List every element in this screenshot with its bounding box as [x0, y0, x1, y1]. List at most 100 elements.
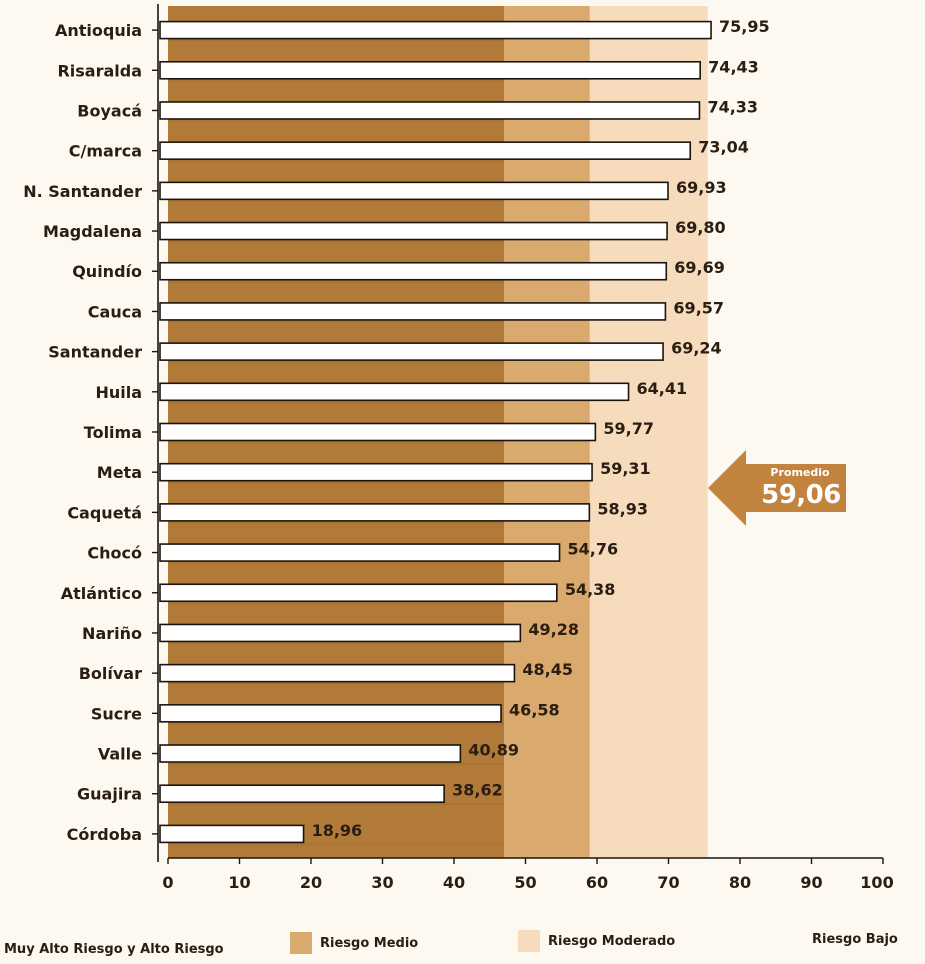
labels-group: Antioquia 75,95 Risaralda 74,43 Boyacá 74,33 C… — [23, 17, 893, 892]
band-row-stripe — [168, 119, 505, 122]
band-row-stripe — [168, 481, 505, 484]
value-label: 59,77 — [603, 419, 654, 438]
axes-group — [152, 4, 884, 864]
bar — [159, 101, 701, 120]
x-tick-label: 0 — [162, 873, 173, 892]
bar — [159, 543, 561, 562]
legend-label: Riesgo Medio — [320, 935, 419, 951]
band-row-stripe — [168, 240, 505, 243]
band-row-stripe — [168, 642, 505, 645]
bar — [159, 141, 692, 160]
value-label: 54,76 — [568, 540, 619, 559]
value-label: 38,62 — [452, 781, 503, 800]
category-label: Atlántico — [61, 584, 142, 603]
band-row-stripe — [168, 39, 505, 42]
category-label: Quindío — [72, 262, 142, 281]
value-label: 69,93 — [676, 178, 727, 197]
bar — [159, 221, 668, 241]
category-label: Sucre — [91, 704, 142, 723]
bar — [159, 623, 522, 643]
value-label: 74,43 — [708, 57, 759, 76]
bar — [159, 60, 701, 80]
category-label: Caquetá — [67, 503, 142, 522]
bar — [159, 181, 669, 201]
category-label: Risaralda — [57, 61, 142, 80]
value-label: 59,31 — [600, 459, 651, 478]
legend-item-riesgo-medio: Riesgo Medio — [290, 932, 418, 954]
value-label: 69,80 — [675, 218, 726, 237]
x-tick-label: 20 — [300, 873, 322, 892]
category-label: Magdalena — [43, 222, 142, 241]
bar — [159, 583, 558, 603]
band-row-stripe — [168, 160, 505, 163]
category-label: Valle — [98, 745, 142, 764]
bar — [159, 302, 667, 321]
band-row-stripe — [168, 79, 505, 82]
x-tick-label: 100 — [860, 873, 893, 892]
x-tick-label: 50 — [514, 873, 536, 892]
risk-band-riesgo-bajo — [707, 6, 883, 858]
bar-chart: Antioquia 75,95 Risaralda 74,43 Boyacá 74,33 C… — [23, 4, 894, 892]
bar — [159, 261, 668, 281]
band-row-stripe — [168, 682, 505, 685]
legend-label: Riesgo Bajo — [812, 932, 898, 947]
category-label: Cauca — [88, 302, 142, 321]
legend-item-riesgo-bajo: Riesgo Bajo — [812, 932, 898, 947]
bar — [159, 422, 597, 442]
category-label: Córdoba — [67, 825, 142, 844]
value-label: 69,24 — [671, 339, 722, 358]
value-label: 69,57 — [673, 298, 724, 317]
category-label: Guajira — [77, 785, 142, 804]
bar — [159, 704, 502, 723]
legend-label: Riesgo Moderado — [548, 933, 676, 949]
value-label: 74,33 — [707, 97, 758, 116]
value-label: 54,38 — [565, 580, 616, 599]
value-label: 49,28 — [528, 620, 579, 639]
band-row-stripe — [168, 521, 505, 524]
legend-item-riesgo-moderado: Riesgo Moderado — [518, 930, 675, 952]
average-title: Promedio — [770, 466, 830, 479]
x-tick-label: 90 — [800, 873, 822, 892]
value-label: 40,89 — [468, 741, 519, 760]
value-label: 64,41 — [637, 379, 688, 398]
callout-arrow-icon — [708, 450, 846, 526]
band-row-stripe — [168, 803, 505, 806]
band-row-stripe — [168, 280, 505, 283]
average-callout: Promedio 59,06 — [708, 450, 846, 526]
band-row-stripe — [168, 562, 505, 565]
category-label: N. Santander — [23, 182, 142, 201]
x-tick-label: 10 — [228, 873, 250, 892]
band-row-stripe — [168, 361, 505, 364]
category-label: Chocó — [87, 544, 142, 563]
band-row-stripe — [168, 763, 505, 766]
band-row-stripe — [168, 843, 505, 846]
x-tick-label: 30 — [371, 873, 393, 892]
bar — [159, 784, 445, 804]
band-row-stripe — [168, 441, 505, 444]
legend-label: Muy Alto Riesgo y Alto Riesgo — [4, 942, 224, 957]
average-value: 59,06 — [761, 480, 841, 510]
bar — [159, 824, 305, 844]
bar — [159, 462, 593, 482]
category-label: Bolívar — [79, 664, 142, 683]
value-label: 48,45 — [522, 660, 573, 679]
bar — [159, 663, 516, 683]
category-label: Tolima — [84, 423, 142, 442]
bars-group — [159, 20, 712, 844]
value-label: 18,96 — [312, 821, 363, 840]
category-label: C/marca — [69, 142, 142, 161]
legend-swatch — [290, 932, 312, 954]
x-tick-label: 60 — [586, 873, 608, 892]
legend: Muy Alto Riesgo y Alto Riesgo Riesgo Med… — [0, 928, 925, 964]
value-label: 73,04 — [698, 138, 749, 157]
band-row-stripe — [168, 320, 505, 323]
value-label: 69,69 — [674, 258, 725, 277]
value-label: 46,58 — [509, 700, 560, 719]
bar — [159, 342, 664, 361]
bar — [159, 503, 591, 522]
band-row-stripe — [168, 722, 505, 725]
value-label: 58,93 — [597, 499, 648, 518]
category-label: Boyacá — [77, 101, 142, 120]
legend-swatch — [518, 930, 540, 952]
band-row-stripe — [168, 602, 505, 605]
